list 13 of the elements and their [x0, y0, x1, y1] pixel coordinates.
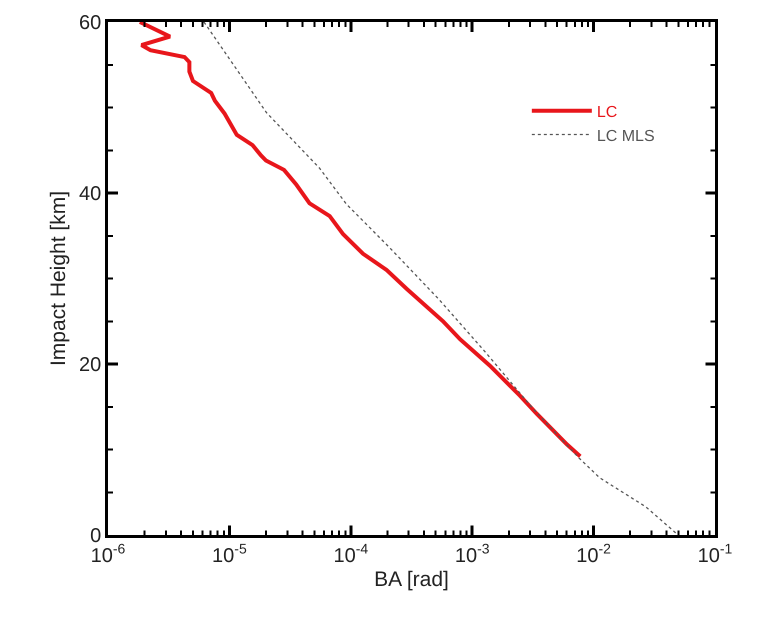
x-axis-title: BA [rad] [374, 568, 449, 591]
y-axis-title: Impact Height [km] [47, 190, 70, 366]
legend-label: LC MLS [596, 128, 655, 145]
x-tick-label: 10$^{-5}$ [212, 540, 247, 567]
y-tick-label: 60 [79, 12, 102, 34]
y-tick-label: 40 [79, 183, 102, 205]
x-tick-label: 10$^{-3}$ [454, 540, 490, 567]
y-tick-label: 20 [79, 354, 102, 376]
legend-label: LC [596, 104, 618, 121]
y-tick-label: 0 [90, 525, 102, 547]
x-tick-label: 10$^{-1}$ [698, 540, 733, 567]
x-tick-label: 10$^{-4}$ [333, 540, 368, 567]
x-tick-label: 10$^{-2}$ [576, 540, 612, 567]
